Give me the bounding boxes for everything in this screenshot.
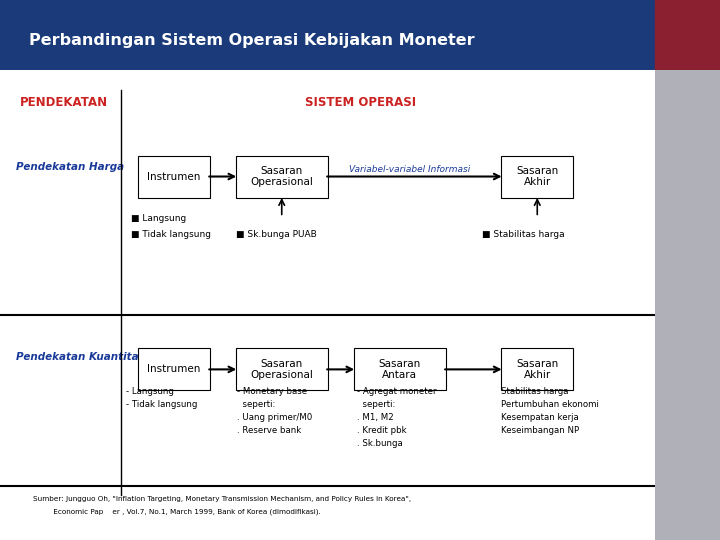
FancyBboxPatch shape [501,348,573,390]
Text: Keseimbangan NP: Keseimbangan NP [501,426,580,435]
Text: Perbandingan Sistem Operasi Kebijakan Moneter: Perbandingan Sistem Operasi Kebijakan Mo… [29,33,474,48]
FancyBboxPatch shape [236,156,328,198]
Text: . Kredit pbk: . Kredit pbk [357,426,407,435]
Text: - Langsung: - Langsung [126,387,174,396]
Text: Instrumen: Instrumen [147,364,200,374]
Text: Sasaran
Antara: Sasaran Antara [379,359,420,380]
Text: Sasaran
Operasional: Sasaran Operasional [251,359,313,380]
Text: . Uang primer/M0: . Uang primer/M0 [237,413,312,422]
Text: - Monetary base: - Monetary base [237,387,307,396]
Text: seperti:: seperti: [237,400,276,409]
Text: Pertumbuhan ekonomi: Pertumbuhan ekonomi [501,400,599,409]
Text: Variabel-variabel Informasi: Variabel-variabel Informasi [349,165,470,174]
Text: ■ Tidak langsung: ■ Tidak langsung [131,230,211,239]
Text: Kesempatan kerja: Kesempatan kerja [501,413,579,422]
Text: ■ Langsung: ■ Langsung [131,214,186,223]
Bar [655,0,720,70]
Text: Sasaran
Operasional: Sasaran Operasional [251,166,313,187]
Text: . Reserve bank: . Reserve bank [237,426,302,435]
FancyBboxPatch shape [501,156,573,198]
Text: . Sk.bunga: . Sk.bunga [357,438,402,448]
Text: Sumber: Jungguo Oh, "Inflation Targeting, Monetary Transmission Mechanism, and P: Sumber: Jungguo Oh, "Inflation Targeting… [33,496,411,502]
Text: - Tidak langsung: - Tidak langsung [126,400,197,409]
Text: Economic Pap    er , Vol.7, No.1, March 1999, Bank of Korea (dimodifikasi).: Economic Pap er , Vol.7, No.1, March 199… [33,508,320,515]
Text: ■ Sk.bunga PUAB: ■ Sk.bunga PUAB [236,230,317,239]
Text: Instrumen: Instrumen [147,172,200,181]
Text: Sasaran
Akhir: Sasaran Akhir [516,359,559,380]
Text: SISTEM OPERASI: SISTEM OPERASI [305,96,416,109]
FancyBboxPatch shape [138,156,210,198]
Text: ■ Stabilitas harga: ■ Stabilitas harga [482,230,564,239]
Text: . M1, M2: . M1, M2 [357,413,394,422]
Text: seperti:: seperti: [357,400,395,409]
Text: - Agregat moneter: - Agregat moneter [357,387,436,396]
FancyBboxPatch shape [138,348,210,390]
Text: Pendekatan Harga: Pendekatan Harga [17,161,125,172]
Text: Sasaran
Akhir: Sasaran Akhir [516,166,559,187]
Text: PENDEKATAN: PENDEKATAN [19,96,108,109]
FancyBboxPatch shape [236,348,328,390]
Text: Stabilitas harga: Stabilitas harga [501,387,569,396]
Text: Pendekatan Kuantitas: Pendekatan Kuantitas [17,352,145,362]
FancyBboxPatch shape [354,348,446,390]
